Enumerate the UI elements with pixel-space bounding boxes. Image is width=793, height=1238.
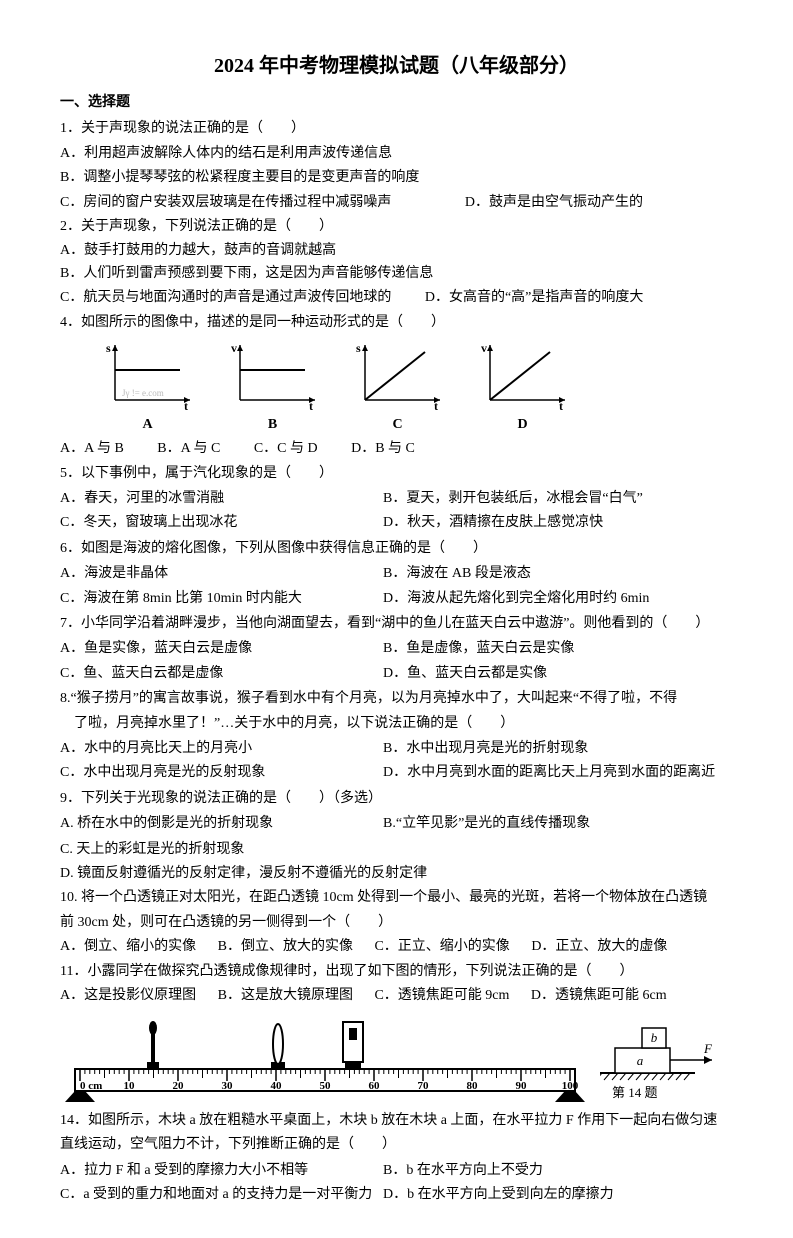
q6-stem: 6．如图是海波的熔化图像，下列从图像中获得信息正确的是（ ） — [60, 538, 733, 560]
graph-d-label: D — [475, 414, 570, 436]
q6-optC: C．海波在第 8min 比第 10min 时内能大 — [60, 588, 383, 610]
svg-text:t: t — [309, 399, 313, 410]
svg-text:s: s — [356, 341, 361, 355]
q10-stem-line1: 10. 将一个凸透镜正对太阳光，在距凸透镜 10cm 处得到一个最小、最亮的光斑… — [60, 887, 733, 909]
q4-stem: 4．如图所示的图像中，描述的是同一种运动形式的是（ ） — [60, 312, 733, 334]
graph-a-label: A — [100, 414, 195, 436]
graph-a-icon: s t Jγ != e.com — [100, 340, 195, 410]
q4-optB: B．A 与 C — [157, 438, 220, 460]
q10-optB: B．倒立、放大的实像 — [218, 936, 353, 958]
q7-optD: D．鱼、蓝天白云都是实像 — [383, 663, 706, 685]
q6-optD: D．海波从起先熔化到完全熔化用时约 6min — [383, 588, 706, 610]
svg-text:a: a — [637, 1053, 644, 1068]
q4-graphs: s t Jγ != e.com A v t B s t C — [100, 340, 733, 436]
svg-text:60: 60 — [369, 1080, 381, 1092]
svg-text:v: v — [481, 341, 487, 355]
q9-optA: A. 桥在水中的倒影是光的折射现象 — [60, 813, 383, 835]
q7-optB: B．鱼是虚像，蓝天白云是实像 — [383, 638, 706, 660]
q14-stem-line2: 直线运动，空气阻力不计，下列推断正确的是（ ） — [60, 1134, 733, 1156]
q11-optD: D．透镜焦距可能 6cm — [531, 985, 667, 1007]
graph-b-icon: v t — [225, 340, 320, 410]
q8-optA: A．水中的月亮比天上的月亮小 — [60, 738, 383, 760]
q4-optC: C．C 与 D — [254, 438, 318, 460]
graph-c-icon: s t — [350, 340, 445, 410]
svg-text:t: t — [184, 399, 188, 410]
svg-text:s: s — [106, 341, 111, 355]
q5-optC: C．冬天，窗玻璃上出现冰花 — [60, 512, 383, 534]
q10-stem-line2: 前 30cm 处，则可在凸透镜的另一侧得到一个（ ） — [60, 912, 733, 934]
q5-optA: A．春天，河里的冰雪消融 — [60, 488, 383, 510]
svg-text:b: b — [651, 1030, 658, 1045]
q5-stem: 5．以下事例中，属于汽化现象的是（ ） — [60, 463, 733, 485]
svg-text:t: t — [559, 399, 563, 410]
q9-optB: B.“立竿见影”是光的直线传播现象 — [383, 813, 706, 835]
svg-text:10: 10 — [124, 1080, 136, 1092]
svg-text:Jγ != e.com: Jγ != e.com — [122, 388, 164, 398]
q10-optA: A．倒立、缩小的实像 — [60, 936, 196, 958]
svg-text:100: 100 — [562, 1080, 579, 1092]
q9-optC: C. 天上的彩虹是光的折射现象 — [60, 839, 733, 861]
q9-optD: D. 镜面反射遵循光的反射定律，漫反射不遵循光的反射定律 — [60, 863, 733, 885]
section-heading-1: 一、选择题 — [60, 92, 733, 114]
q11-stem: 11．小露同学在做探究凸透镜成像规律时，出现了如下图的情形，下列说法正确的是（ … — [60, 961, 733, 983]
q7-optA: A．鱼是实像，蓝天白云是虚像 — [60, 638, 383, 660]
q5-optD: D．秋天，酒精擦在皮肤上感觉凉快 — [383, 512, 706, 534]
q14-optA: A．拉力 F 和 a 受到的摩擦力大小不相等 — [60, 1160, 383, 1182]
q8-optD: D．水中月亮到水面的距离比天上月亮到水面的距离近 — [383, 762, 733, 784]
q9-stem: 9．下列关于光现象的说法正确的是（ ）（多选） — [60, 788, 733, 810]
q14-optC: C．a 受到的重力和地面对 a 的支持力是一对平衡力 — [60, 1184, 383, 1206]
q7-stem: 7．小华同学沿着湖畔漫步，当他向湖面望去，看到“湖中的鱼儿在蓝天白云中遨游”。则… — [60, 613, 733, 635]
svg-text:90: 90 — [516, 1080, 528, 1092]
svg-text:80: 80 — [467, 1080, 479, 1092]
q6-optB: B．海波在 AB 段是液态 — [383, 563, 706, 585]
q1-optD: D．鼓声是由空气振动产生的 — [465, 192, 643, 214]
q14-optD: D．b 在水平方向上受到向左的摩擦力 — [383, 1184, 706, 1206]
q14-optB: B．b 在水平方向上不受力 — [383, 1160, 706, 1182]
q10-optD: D．正立、放大的虚像 — [531, 936, 667, 958]
graph-c-label: C — [350, 414, 445, 436]
q8-stem-line2: 了啦，月亮掉水里了！”…关于水中的月亮，以下说法正确的是（ ） — [60, 713, 733, 735]
q2-optA: A．鼓手打鼓用的力越大，鼓声的音调就越高 — [60, 240, 336, 262]
svg-text:20: 20 — [173, 1080, 185, 1092]
q11-optB: B．这是放大镜原理图 — [218, 985, 353, 1007]
q8-stem-line1: 8.“猴子捞月”的寓言故事说，猴子看到水中有个月亮，以为月亮掉水中了，大叫起来“… — [60, 688, 733, 710]
q11-optC: C．透镜焦距可能 9cm — [374, 985, 509, 1007]
q11-optA: A．这是投影仪原理图 — [60, 985, 196, 1007]
q8-optB: B．水中出现月亮是光的折射现象 — [383, 738, 706, 760]
q2-optD: D．女高音的“高”是指声音的响度大 — [425, 287, 644, 309]
fig14-caption: 第 14 题 — [612, 1083, 720, 1104]
svg-text:t: t — [434, 399, 438, 410]
q7-optC: C．鱼、蓝天白云都是虚像 — [60, 663, 383, 685]
q1-optA: A．利用超声波解除人体内的结石是利用声波传递信息 — [60, 143, 733, 165]
q4-optD: D．B 与 C — [351, 438, 415, 460]
q5-optB: B．夏天，剥开包装纸后，冰棍会冒“白气” — [383, 488, 706, 510]
q1-optC: C．房间的窗户安装双层玻璃是在传播过程中减弱噪声 — [60, 192, 391, 214]
q4-optA: A．A 与 B — [60, 438, 124, 460]
svg-text:50: 50 — [320, 1080, 332, 1092]
q8-optC: C．水中出现月亮是光的反射现象 — [60, 762, 383, 784]
optical-bench-icon: 0 cm 10 20 30 40 50 60 70 80 90 100 — [60, 1014, 590, 1104]
svg-text:v: v — [231, 341, 237, 355]
q2-optC: C．航天员与地面沟通时的声音是通过声波传回地球的 — [60, 287, 391, 309]
graph-b-label: B — [225, 414, 320, 436]
svg-text:30: 30 — [222, 1080, 234, 1092]
svg-text:F: F — [703, 1041, 713, 1056]
q14-stem-line1: 14．如图所示，木块 a 放在粗糙水平桌面上，木块 b 放在木块 a 上面，在水… — [60, 1110, 733, 1132]
svg-text:70: 70 — [418, 1080, 430, 1092]
q1-optB: B．调整小提琴琴弦的松紧程度主要目的是变更声音的响度 — [60, 167, 733, 189]
fig14-diagram-icon: a b F — [600, 1013, 720, 1083]
graph-d-icon: v t — [475, 340, 570, 410]
svg-text:40: 40 — [271, 1080, 283, 1092]
q2-stem: 2．关于声现象，下列说法正确的是（ ） — [60, 216, 733, 238]
svg-text:0 cm: 0 cm — [80, 1080, 102, 1092]
q10-optC: C．正立、缩小的实像 — [374, 936, 509, 958]
page-title: 2024 年中考物理模拟试题（八年级部分） — [60, 50, 733, 82]
q1-stem: 1．关于声现象的说法正确的是（ ） — [60, 118, 733, 140]
q6-optA: A．海波是非晶体 — [60, 563, 383, 585]
q2-optB: B．人们听到雷声预感到要下雨，这是因为声音能够传递信息 — [60, 263, 433, 285]
